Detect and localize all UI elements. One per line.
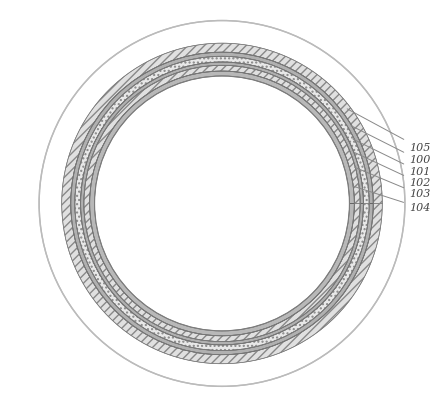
Polygon shape <box>81 62 363 345</box>
Text: 105: 105 <box>347 109 430 153</box>
Polygon shape <box>75 56 369 351</box>
Text: 101: 101 <box>353 139 430 177</box>
Polygon shape <box>62 43 382 364</box>
Text: 103: 103 <box>355 167 430 199</box>
Text: 102: 102 <box>354 152 430 188</box>
Polygon shape <box>84 65 360 342</box>
Circle shape <box>95 76 349 331</box>
Circle shape <box>39 21 405 386</box>
Polygon shape <box>71 52 373 355</box>
Text: 104: 104 <box>353 186 430 212</box>
Polygon shape <box>90 71 354 336</box>
Text: 100: 100 <box>351 126 430 165</box>
